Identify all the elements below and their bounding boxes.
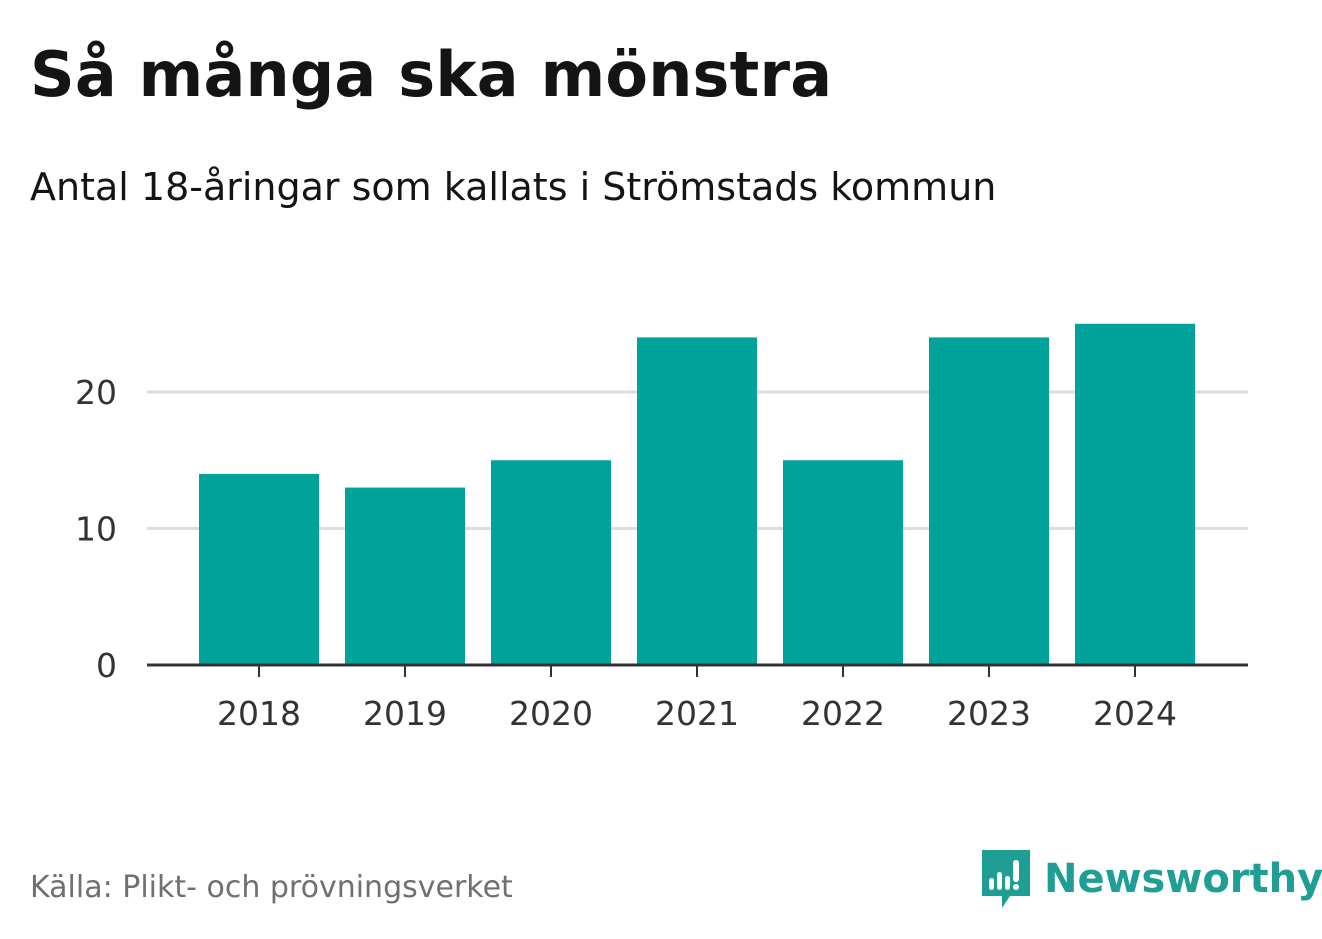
x-tick-label: 2020 xyxy=(509,694,593,733)
x-tick-label: 2019 xyxy=(363,694,447,733)
chart-title: Så många ska mönstra xyxy=(30,38,833,111)
bar-2023 xyxy=(929,337,1049,665)
y-axis-labels: 0 10 20 xyxy=(75,373,117,685)
bar-series xyxy=(199,323,1195,665)
x-tick-label: 2018 xyxy=(217,694,301,733)
bar-2024 xyxy=(1075,323,1195,665)
x-axis-labels: 2018 2019 2020 2021 2022 2023 2024 xyxy=(217,694,1177,733)
chart-subtitle: Antal 18-åringar som kallats i Strömstad… xyxy=(30,165,997,209)
x-tick-label: 2021 xyxy=(655,694,739,733)
bar-chart: 0 10 20 2018 2019 2020 2021 2022 2023 2024 xyxy=(75,323,1248,733)
brand: Newsworthy xyxy=(980,848,1322,910)
bar-2020 xyxy=(491,460,611,665)
bar-2022 xyxy=(783,460,903,665)
source-note: Källa: Plikt- och prövningsverket xyxy=(30,870,513,905)
brand-name: Newsworthy xyxy=(1044,856,1322,902)
y-tick-label: 10 xyxy=(75,510,117,549)
newsworthy-logo-icon xyxy=(982,850,1030,908)
x-axis xyxy=(147,663,1248,677)
y-tick-label: 0 xyxy=(96,646,117,685)
x-tick-label: 2024 xyxy=(1093,694,1177,733)
bar-2019 xyxy=(345,487,465,665)
x-tick-label: 2023 xyxy=(947,694,1031,733)
bar-2021 xyxy=(637,337,757,665)
bar-2018 xyxy=(199,473,319,665)
y-tick-label: 20 xyxy=(75,373,117,412)
x-tick-label: 2022 xyxy=(801,694,885,733)
